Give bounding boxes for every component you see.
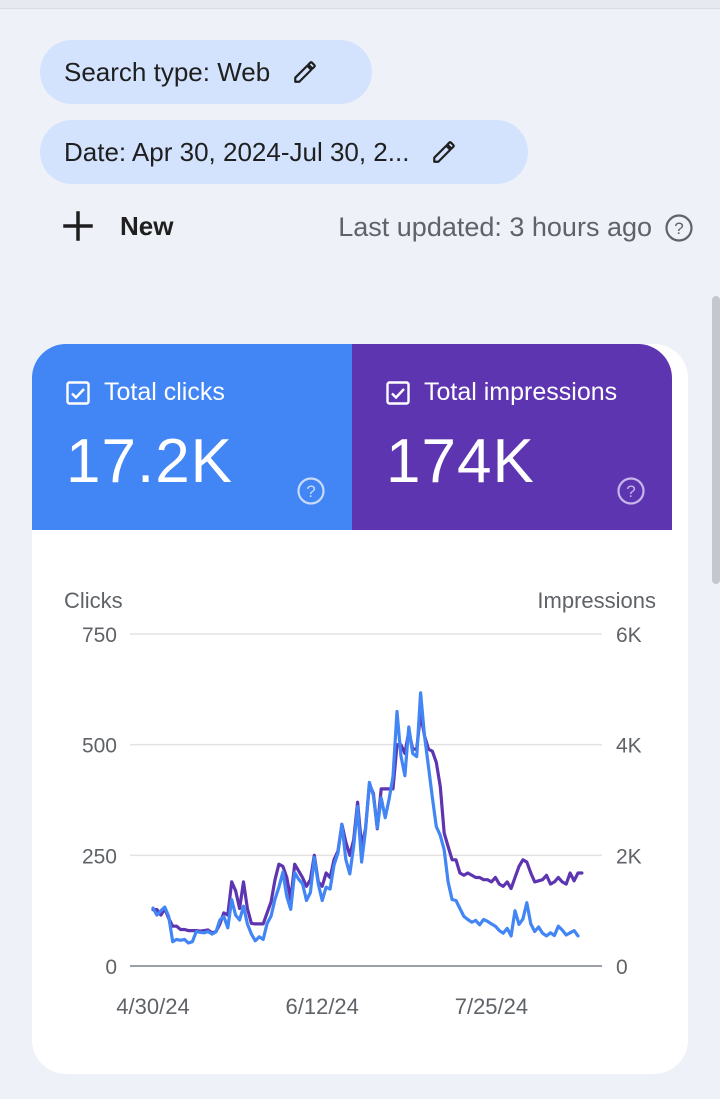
- date-filter-chip[interactable]: Date: Apr 30, 2024-Jul 30, 2...: [40, 120, 528, 184]
- right-tick-label: 6K: [616, 624, 642, 647]
- x-tick-label: 4/30/24: [116, 994, 189, 1019]
- clicks-series-line: [151, 691, 580, 945]
- top-divider: [0, 0, 720, 9]
- total-clicks-tile[interactable]: Total clicks 17.2K ?: [32, 344, 352, 530]
- left-tick-label: 250: [82, 845, 117, 868]
- checkbox-checked-icon[interactable]: [386, 380, 410, 405]
- new-filter-button[interactable]: New: [62, 210, 173, 242]
- right-tick-label: 2K: [616, 845, 642, 868]
- help-icon[interactable]: ?: [616, 476, 646, 506]
- page-scrollbar[interactable]: [712, 296, 720, 584]
- last-updated-status: Last updated: 3 hours ago ?: [338, 212, 694, 243]
- total-impressions-label-row: Total impressions: [386, 378, 617, 407]
- right-axis-label: Impressions: [537, 588, 656, 613]
- svg-text:?: ?: [306, 482, 315, 501]
- search-type-filter-chip[interactable]: Search type: Web: [40, 40, 372, 104]
- edit-pencil-icon[interactable]: [292, 59, 318, 85]
- svg-text:?: ?: [626, 482, 635, 501]
- total-clicks-value: 17.2K: [66, 427, 234, 496]
- help-icon[interactable]: ?: [664, 213, 694, 243]
- right-tick-label: 4K: [616, 735, 642, 758]
- total-impressions-tile[interactable]: Total impressions 174K ?: [352, 344, 672, 530]
- plus-icon: [63, 211, 93, 241]
- last-updated-text: Last updated: 3 hours ago: [338, 212, 652, 242]
- performance-card: Total clicks 17.2K ? Total impressions 1…: [32, 344, 688, 1074]
- edit-pencil-icon[interactable]: [431, 139, 457, 165]
- help-icon[interactable]: ?: [296, 476, 326, 506]
- svg-text:?: ?: [674, 219, 683, 238]
- left-tick-label: 500: [82, 735, 117, 758]
- date-filter-label: Date: Apr 30, 2024-Jul 30, 2...: [64, 136, 410, 167]
- new-filter-label: New: [120, 210, 174, 241]
- total-clicks-label: Total clicks: [104, 378, 225, 406]
- left-tick-label: 750: [82, 624, 117, 647]
- total-impressions-value: 174K: [386, 427, 535, 496]
- left-axis-label: Clicks: [64, 588, 123, 613]
- total-clicks-label-row: Total clicks: [66, 378, 225, 407]
- x-tick-label: 7/25/24: [455, 994, 528, 1019]
- x-tick-label: 6/12/24: [286, 994, 359, 1019]
- right-tick-label: 0: [616, 956, 628, 979]
- checkbox-checked-icon[interactable]: [66, 380, 90, 405]
- left-tick-label: 0: [105, 956, 117, 979]
- total-impressions-label: Total impressions: [424, 378, 618, 406]
- search-type-filter-label: Search type: Web: [64, 56, 271, 87]
- performance-chart: Clicks Impressions 0 0 250 2K 500 4K 750 6K 4/30…: [64, 588, 656, 1019]
